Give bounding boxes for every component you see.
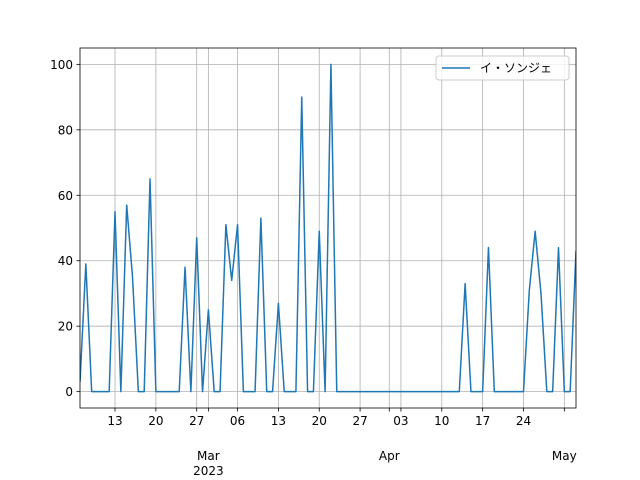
x-tick-label: Apr	[379, 449, 400, 463]
legend-box	[435, 55, 570, 81]
x-tick-label: 27	[189, 414, 204, 428]
series-line	[80, 63, 576, 393]
x-tick-label: 13	[107, 414, 122, 428]
x-tick-label: 06	[230, 414, 245, 428]
x-tick-label: 10	[434, 414, 449, 428]
y-tick-label: 80	[58, 123, 73, 137]
y-tick-label: 60	[58, 189, 73, 203]
y-tick-label: 20	[58, 320, 73, 334]
x-tick-label: May	[552, 449, 577, 463]
x-tick-sublabel: 2023	[193, 464, 224, 478]
y-tick-label: 100	[50, 58, 73, 72]
x-tick-label: 27	[352, 414, 367, 428]
y-tick-label: 40	[58, 254, 73, 268]
legend-label: イ・ソンジェ	[480, 61, 552, 75]
x-tick-label: 20	[312, 414, 327, 428]
y-tick-label: 0	[65, 385, 73, 399]
x-tick-label: 17	[475, 414, 490, 428]
x-tick-label: 20	[148, 414, 163, 428]
plot-frame	[79, 47, 577, 409]
x-tick-label: 03	[393, 414, 408, 428]
x-tick-label: 13	[271, 414, 286, 428]
x-tick-label: 24	[516, 414, 531, 428]
x-tick-label: Mar	[197, 449, 220, 463]
